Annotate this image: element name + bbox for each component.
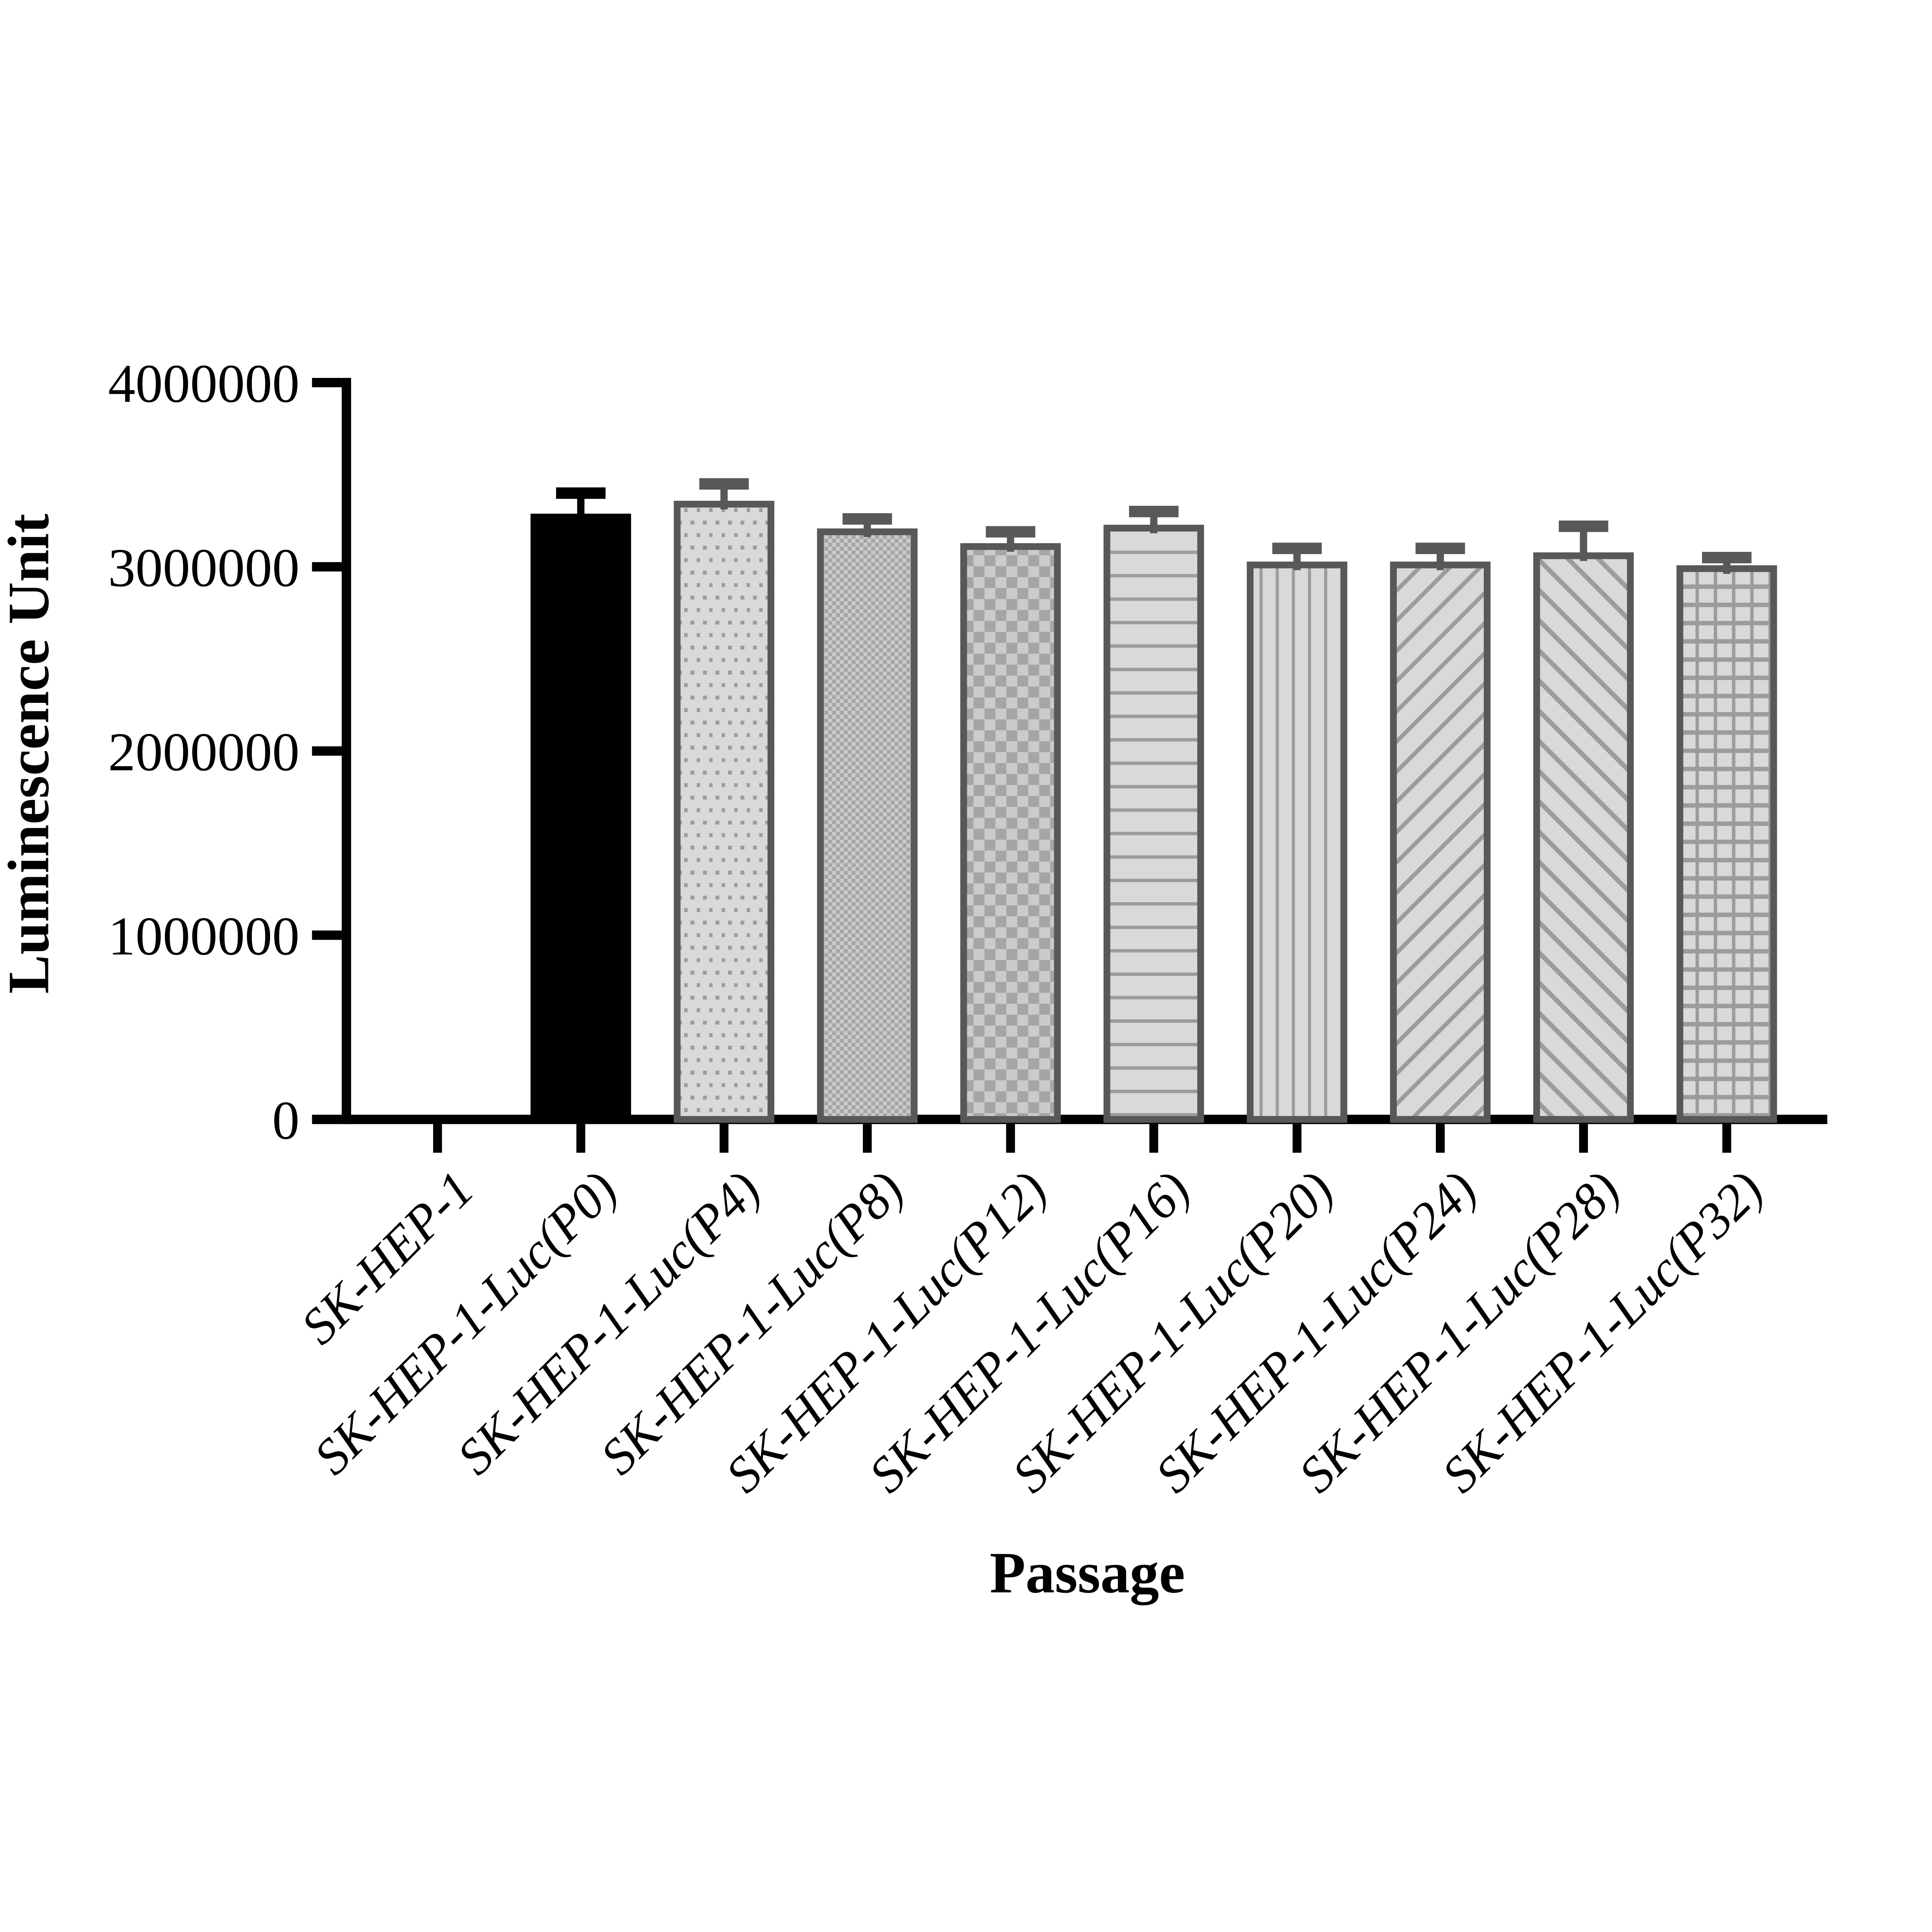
bar-8 [1390, 561, 1491, 1123]
y-tick-label: 4000000 [108, 353, 299, 414]
error-bar-3 [699, 478, 749, 510]
bar-2 [531, 514, 631, 1123]
error-bar-7 [1272, 543, 1322, 570]
bar-5 [960, 543, 1061, 1123]
error-bar-6 [1129, 506, 1179, 534]
y-tick-label: 3000000 [108, 537, 299, 598]
x-axis-ticks [433, 1124, 1731, 1153]
bars-group [531, 501, 1777, 1123]
error-bar-2 [556, 487, 606, 522]
y-axis-ticks [312, 378, 342, 1124]
y-tick-label: 0 [272, 1090, 299, 1151]
x-axis-title: Passage [990, 1540, 1185, 1605]
error-bar-4 [842, 513, 892, 537]
error-bar-5 [986, 526, 1036, 552]
bar-10 [1676, 565, 1777, 1123]
bar-4 [817, 528, 918, 1123]
bar-6 [1103, 524, 1204, 1123]
y-tick-label: 2000000 [108, 721, 299, 782]
error-bar-9 [1559, 520, 1609, 561]
bar-9 [1533, 552, 1634, 1123]
x-category-labels: SK-HEP-1SK-HEP-1-Luc(P0)SK-HEP-1-Luc(P4)… [290, 1160, 1774, 1503]
error-bars-group [556, 478, 1752, 574]
y-axis-tick-labels: 0 1000000 2000000 3000000 4000000 [108, 353, 299, 1151]
error-bar-8 [1415, 543, 1465, 570]
bar-3 [673, 501, 774, 1123]
bar-7 [1247, 561, 1347, 1123]
error-bar-10 [1702, 552, 1752, 574]
y-axis-title: Luminescence Unit [0, 514, 61, 994]
y-tick-label: 1000000 [108, 906, 299, 966]
